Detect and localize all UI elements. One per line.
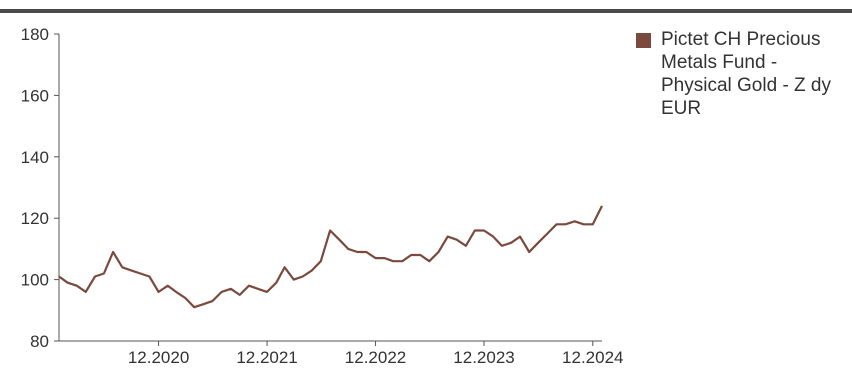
x-tick-label: 12.2022 <box>345 348 406 367</box>
y-axis-ticks: 80 100 120 140 160 180 <box>21 25 59 351</box>
legend-swatch <box>636 33 651 48</box>
y-tick-label: 100 <box>21 271 49 290</box>
y-tick-label: 120 <box>21 209 49 228</box>
x-tick-label: 12.2023 <box>453 348 514 367</box>
x-axis-ticks: 12.2020 12.2021 12.2022 12.2023 12.2024 <box>128 341 624 367</box>
x-tick-label: 12.2021 <box>236 348 297 367</box>
x-tick-label: 12.2020 <box>128 348 189 367</box>
x-tick-label: 12.2024 <box>562 348 623 367</box>
y-tick-label: 140 <box>21 148 49 167</box>
data-points <box>58 205 603 308</box>
legend-label: Pictet CH Precious Metals Fund - Physica… <box>661 29 831 119</box>
y-tick-label: 160 <box>21 86 49 105</box>
y-tick-label: 80 <box>30 332 49 351</box>
series-line <box>58 205 603 309</box>
y-tick-label: 180 <box>21 25 49 44</box>
legend: Pictet CH Precious Metals Fund - Physica… <box>636 28 850 120</box>
top-rule <box>0 9 852 13</box>
